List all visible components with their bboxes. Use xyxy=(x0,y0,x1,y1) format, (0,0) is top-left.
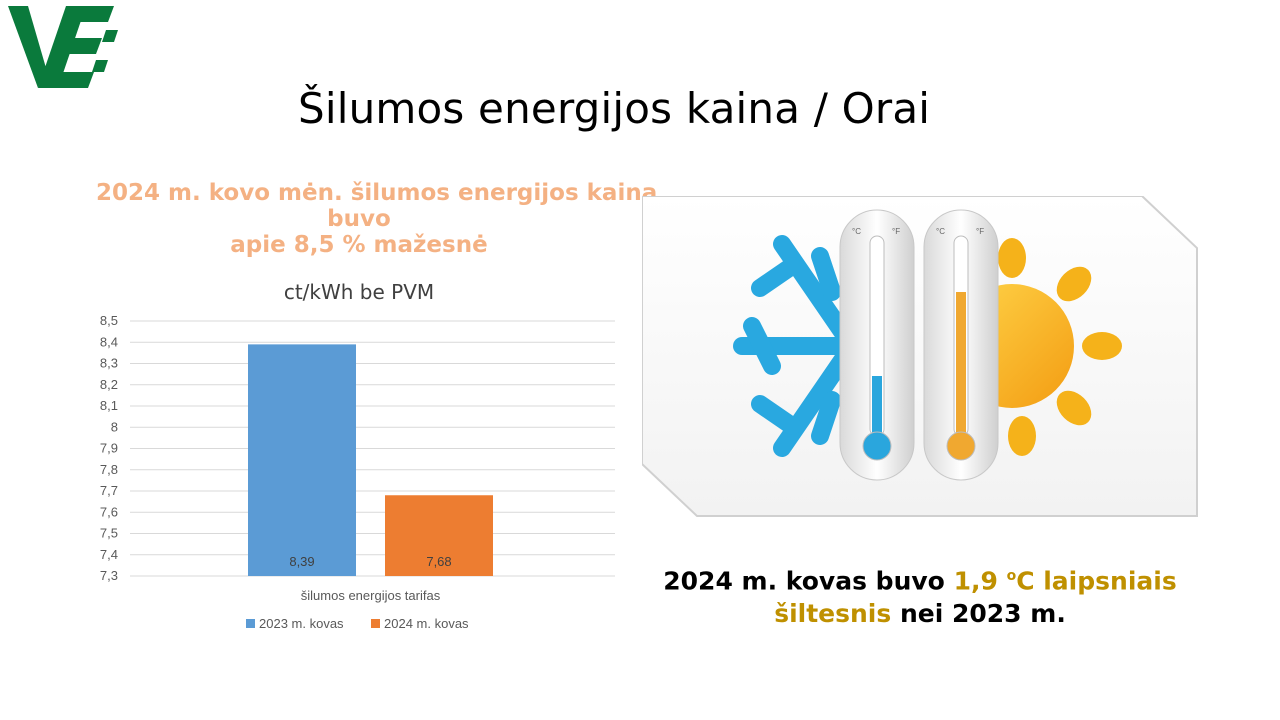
snowflake-icon xyxy=(733,235,861,457)
bar-data-label: 8,39 xyxy=(289,554,314,569)
weather-image: °C °F °C °F xyxy=(642,196,1198,517)
logo-v-left xyxy=(8,6,46,88)
summary-part-1: 2024 m. kovas buvo xyxy=(663,566,954,596)
y-tick-label: 7,8 xyxy=(100,462,118,477)
y-tick-label: 7,3 xyxy=(100,568,118,583)
y-tick-label: 8,5 xyxy=(100,313,118,328)
headline-line-3: apie 8,5 % mažesnė xyxy=(230,232,488,258)
fahrenheit-label: °F xyxy=(892,227,900,236)
y-tick-label: 8,1 xyxy=(100,398,118,413)
summary-temp-value: 1,9 xyxy=(953,566,1007,596)
logo-mark-2 xyxy=(92,60,108,72)
price-bar-chart: 8,5 8,4 8,3 8,2 8,1 8 7,9 7,8 7,7 7,6 7,5 7,4 7,3 8,3… xyxy=(100,313,615,631)
chart-title: ct/kWh be PVM xyxy=(283,280,435,304)
weather-summary: 2024 m. kovas buvo 1,9 oC laipsniais šil… xyxy=(650,560,1190,630)
fahrenheit-label-2: °F xyxy=(976,227,984,236)
cold-thermometer-icon: °C °F xyxy=(839,209,915,481)
summary-degree-sup: o xyxy=(1006,568,1017,584)
price-headline: 2024 m. kovo mėn. šilumos energijos kain… xyxy=(96,180,658,258)
y-tick-label: 7,7 xyxy=(100,483,118,498)
bar-2024 xyxy=(385,495,493,576)
y-tick-label: 8 xyxy=(111,419,118,434)
ve-logo xyxy=(8,6,118,88)
celsius-label: °C xyxy=(852,227,861,236)
y-tick-label: 8,2 xyxy=(100,377,118,392)
summary-temp-unit: C laipsniais xyxy=(1016,566,1177,596)
y-tick-label: 8,4 xyxy=(100,334,118,349)
bar-data-label: 7,68 xyxy=(426,554,451,569)
warm-thermometer-icon: °C °F xyxy=(923,209,999,481)
logo-e-bar-bot xyxy=(50,72,94,88)
legend-swatch xyxy=(246,619,255,628)
legend-label: 2024 m. kovas xyxy=(384,616,469,631)
legend-swatch xyxy=(371,619,380,628)
y-tick-label: 7,4 xyxy=(100,547,118,562)
y-tick-label: 7,5 xyxy=(100,526,118,541)
logo-mark-1 xyxy=(102,30,118,42)
logo-e-bar-mid xyxy=(58,38,102,54)
logo-e-bar-top xyxy=(66,6,114,22)
summary-warmer: šiltesnis xyxy=(774,599,892,629)
page-title: Šilumos energijos kaina / Orai xyxy=(298,84,931,133)
summary-part-2: nei 2023 m. xyxy=(891,599,1066,629)
bar-2023 xyxy=(248,344,356,576)
headline-line-2: buvo xyxy=(327,206,391,232)
headline-line-1: 2024 m. kovo mėn. šilumos energijos kain… xyxy=(96,180,658,206)
y-tick-label: 8,3 xyxy=(100,356,118,371)
x-category-label: šilumos energijos tarifas xyxy=(301,588,441,603)
legend-label: 2023 m. kovas xyxy=(259,616,344,631)
y-tick-label: 7,9 xyxy=(100,441,118,456)
celsius-label-2: °C xyxy=(936,227,945,236)
y-tick-label: 7,6 xyxy=(100,504,118,519)
